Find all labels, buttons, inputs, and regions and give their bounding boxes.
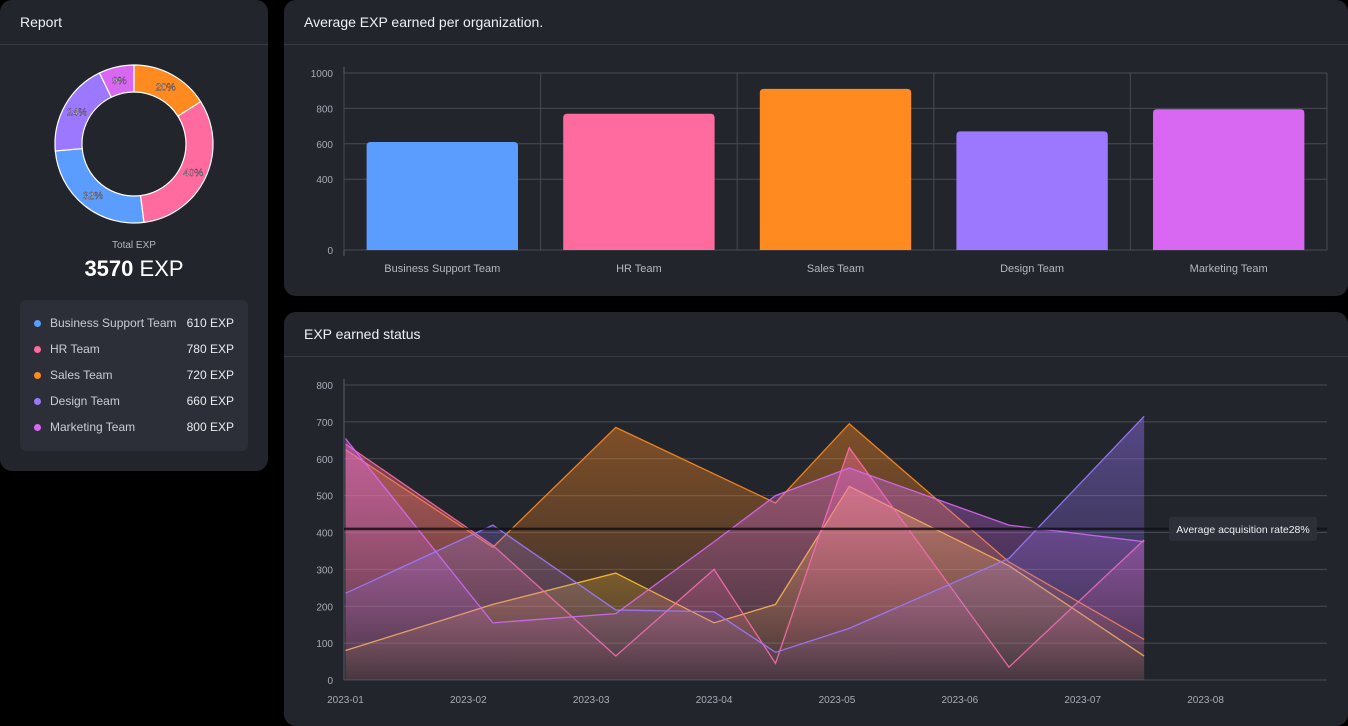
y-tick-label: 400 xyxy=(316,529,333,540)
donut-slice-label: 32% xyxy=(83,191,103,202)
report-title: Report xyxy=(0,0,268,45)
legend-name: Design Team xyxy=(50,394,120,408)
legend-name: Sales Team xyxy=(50,368,113,382)
x-tick-label: 2023-05 xyxy=(819,695,856,706)
legend-dot xyxy=(34,423,41,431)
total-value: 3570 EXP xyxy=(0,256,268,282)
reference-label-bg xyxy=(1169,516,1317,541)
legend-value: 800 EXP xyxy=(186,420,234,434)
x-tick-label: 2023-07 xyxy=(1064,695,1101,706)
series-line xyxy=(345,415,1145,654)
y-tick-label: 0 xyxy=(327,676,333,687)
legend-dot xyxy=(34,397,41,405)
area-chart-title: EXP earned status xyxy=(284,312,1348,357)
donut-slice-label: 9% xyxy=(112,76,127,87)
legend-item[interactable]: Marketing Team 800 EXP xyxy=(34,414,234,440)
area-chart-card: EXP earned status 0 100 200 300 400 500 600 700… xyxy=(284,312,1348,726)
bar xyxy=(366,142,518,250)
report-card: Report 20% 40% 32% 24% 9% Total EXP 3570 EXP… xyxy=(0,0,268,471)
y-tick-label: 1000 xyxy=(311,69,334,80)
y-tick-label: 500 xyxy=(316,492,333,503)
x-tick-label: Business Support Team xyxy=(384,263,500,275)
x-tick-label: HR Team xyxy=(616,263,662,275)
donut-slice-label: 40% xyxy=(183,168,203,179)
x-tick-label: 2023-08 xyxy=(1187,695,1224,706)
y-tick-label: 600 xyxy=(316,455,333,466)
donut-slice-label: 24% xyxy=(67,108,87,119)
bar-chart: 0 400 600 800 1000 Business Support Team HR Te… xyxy=(311,67,1328,275)
y-tick-label: 200 xyxy=(316,602,333,613)
bar xyxy=(956,131,1108,250)
y-tick-label: 700 xyxy=(316,418,333,429)
x-tick-label: 2023-02 xyxy=(450,695,487,706)
bar-chart-card: Average EXP earned per organization. 0 40… xyxy=(284,0,1348,296)
legend-value: 660 EXP xyxy=(186,394,234,408)
x-tick-label: 2023-04 xyxy=(696,695,733,706)
legend-dot xyxy=(34,371,41,379)
total-label: Total EXP xyxy=(112,240,156,251)
x-tick-label: 2023-06 xyxy=(941,695,978,706)
legend-name: Marketing Team xyxy=(50,420,136,434)
legend-item[interactable]: Business Support Team 610 EXP xyxy=(34,310,234,336)
x-tick-label: 2023-03 xyxy=(573,695,610,706)
legend-value: 720 EXP xyxy=(186,368,234,382)
team-legend: Business Support Team 610 EXP HR Team 78… xyxy=(20,300,248,451)
y-tick-label: 400 xyxy=(316,175,333,186)
legend-value: 780 EXP xyxy=(186,342,234,356)
donut-slice xyxy=(139,100,214,224)
x-tick-label: 2023-01 xyxy=(327,695,364,706)
reference-label: Average acquisition rate28% xyxy=(1176,524,1309,536)
legend-name: Business Support Team xyxy=(50,316,177,330)
donut-svg: 20% 40% 32% 24% 9% xyxy=(54,64,214,224)
y-tick-label: 0 xyxy=(327,246,333,257)
donut-slice xyxy=(54,147,145,224)
legend-name: HR Team xyxy=(50,342,100,356)
x-tick-label: Design Team xyxy=(1000,263,1064,275)
series-area xyxy=(345,416,1145,680)
donut-slice-label: 20% xyxy=(156,83,176,94)
y-tick-label: 800 xyxy=(316,104,333,115)
area-chart: 0 100 200 300 400 500 600 700 800 Average acquisi… xyxy=(316,379,1327,706)
x-tick-label: Marketing Team xyxy=(1190,263,1268,275)
y-tick-label: 800 xyxy=(316,381,333,392)
total-unit: EXP xyxy=(139,256,184,281)
y-tick-label: 300 xyxy=(316,565,333,576)
legend-item[interactable]: Design Team 660 EXP xyxy=(34,388,234,414)
x-tick-label: Sales Team xyxy=(807,263,864,275)
legend-item[interactable]: HR Team 780 EXP xyxy=(34,336,234,362)
legend-dot xyxy=(34,319,41,327)
y-tick-label: 100 xyxy=(316,639,333,650)
total-number: 3570 xyxy=(84,256,134,281)
bar xyxy=(759,88,912,251)
legend-dot xyxy=(34,345,41,353)
donut-chart: 20% 40% 32% 24% 9% xyxy=(50,60,218,228)
legend-item[interactable]: Sales Team 720 EXP xyxy=(34,362,234,388)
donut-slice xyxy=(98,64,135,99)
bar xyxy=(1153,109,1305,250)
bar-chart-title: Average EXP earned per organization. xyxy=(284,0,1348,45)
bar xyxy=(563,113,715,251)
legend-value: 610 EXP xyxy=(186,316,234,330)
y-tick-label: 600 xyxy=(316,140,333,151)
